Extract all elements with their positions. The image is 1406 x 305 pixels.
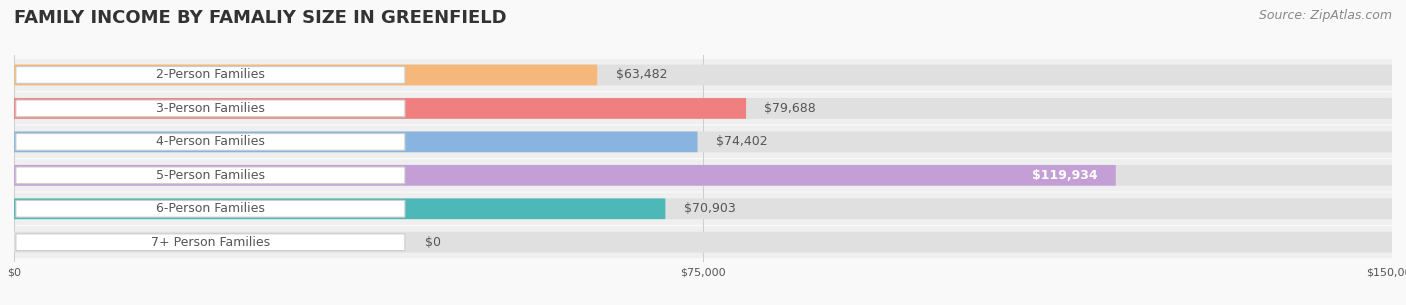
Text: $74,402: $74,402 [716, 135, 768, 148]
Text: 5-Person Families: 5-Person Families [156, 169, 264, 182]
FancyBboxPatch shape [14, 59, 1392, 91]
FancyBboxPatch shape [14, 98, 747, 119]
Text: $70,903: $70,903 [683, 202, 735, 215]
Text: 7+ Person Families: 7+ Person Families [150, 236, 270, 249]
FancyBboxPatch shape [14, 226, 1392, 258]
FancyBboxPatch shape [14, 159, 1392, 191]
Text: 2-Person Families: 2-Person Families [156, 68, 264, 81]
FancyBboxPatch shape [14, 199, 1392, 219]
Text: $0: $0 [425, 236, 441, 249]
Text: $63,482: $63,482 [616, 68, 666, 81]
FancyBboxPatch shape [14, 65, 598, 85]
FancyBboxPatch shape [14, 165, 1392, 186]
FancyBboxPatch shape [14, 65, 1392, 85]
FancyBboxPatch shape [14, 92, 1392, 124]
FancyBboxPatch shape [14, 131, 697, 152]
Text: $119,934: $119,934 [1032, 169, 1098, 182]
FancyBboxPatch shape [15, 200, 405, 217]
FancyBboxPatch shape [14, 126, 1392, 158]
FancyBboxPatch shape [14, 98, 1392, 119]
Text: FAMILY INCOME BY FAMALIY SIZE IN GREENFIELD: FAMILY INCOME BY FAMALIY SIZE IN GREENFI… [14, 9, 506, 27]
FancyBboxPatch shape [15, 66, 405, 83]
FancyBboxPatch shape [15, 234, 405, 251]
FancyBboxPatch shape [14, 193, 1392, 225]
Text: Source: ZipAtlas.com: Source: ZipAtlas.com [1258, 9, 1392, 22]
FancyBboxPatch shape [14, 131, 1392, 152]
FancyBboxPatch shape [15, 167, 405, 184]
Text: 3-Person Families: 3-Person Families [156, 102, 264, 115]
Text: $79,688: $79,688 [765, 102, 817, 115]
FancyBboxPatch shape [14, 232, 1392, 253]
FancyBboxPatch shape [15, 134, 405, 150]
FancyBboxPatch shape [14, 199, 665, 219]
Text: 4-Person Families: 4-Person Families [156, 135, 264, 148]
Text: 6-Person Families: 6-Person Families [156, 202, 264, 215]
FancyBboxPatch shape [14, 165, 1116, 186]
FancyBboxPatch shape [15, 100, 405, 117]
